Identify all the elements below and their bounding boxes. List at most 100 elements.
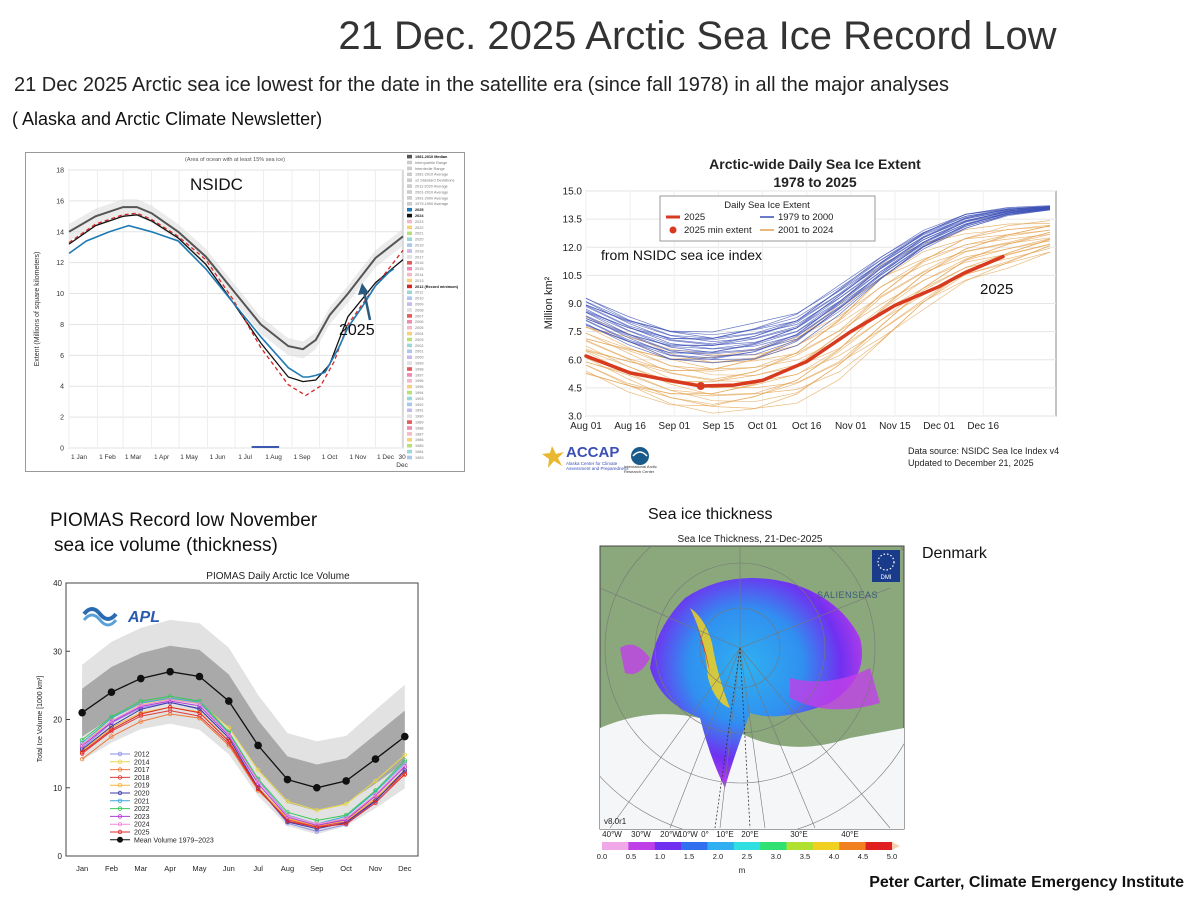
piomas-line-2025 bbox=[81, 706, 406, 828]
piomas-title: PIOMAS Daily Arctic Ice Volume bbox=[206, 571, 350, 582]
piomas-legend-item: 2022 bbox=[134, 806, 150, 813]
piomas-legend-marker bbox=[117, 829, 123, 835]
piomas-point-mean bbox=[166, 667, 174, 676]
accap-annotation-2025: 2025 bbox=[980, 281, 1013, 298]
colorbar-segment bbox=[733, 842, 761, 850]
piomas-x-tick-label: Aug bbox=[281, 864, 294, 873]
nsidc-legend-swatch bbox=[407, 207, 412, 212]
piomas-point-2025 bbox=[79, 750, 85, 755]
dmi-logo: DMI bbox=[872, 550, 900, 582]
piomas-point-2017 bbox=[79, 756, 85, 762]
accap-y-tick-label: 7.5 bbox=[568, 327, 582, 338]
piomas-x-tick-label: May bbox=[192, 864, 206, 873]
piomas-point-2024 bbox=[402, 762, 407, 767]
nsidc-legend-item: 2008 bbox=[415, 308, 423, 312]
nsidc-legend-swatch bbox=[407, 178, 412, 182]
colorbar-tick-label: 1.0 bbox=[655, 852, 665, 861]
accap-line-1979-2000 bbox=[585, 205, 1051, 333]
nsidc-legend-item: 2018 bbox=[415, 249, 423, 253]
piomas-point-2024 bbox=[79, 742, 85, 747]
nsidc-legend-swatch bbox=[407, 408, 412, 413]
nsidc-legend-swatch bbox=[407, 414, 412, 418]
piomas-point-2025 bbox=[138, 711, 143, 717]
piomas-line-mean bbox=[81, 671, 406, 789]
accap-y-label: Million km² bbox=[543, 276, 555, 329]
piomas-legend-marker bbox=[117, 782, 123, 788]
accap-legend-2025: 2025 bbox=[684, 212, 705, 223]
piomas-point-2024 bbox=[138, 702, 143, 708]
accap-logo-line1: Alaska Center for Climate bbox=[566, 461, 618, 466]
nsidc-legend: 1981-2010 Median Interquartile Range Inter… bbox=[407, 154, 459, 460]
nsidc-legend-item: 1994 bbox=[415, 391, 423, 395]
piomas-legend-marker bbox=[117, 814, 123, 819]
nsidc-legend-swatch bbox=[407, 337, 412, 342]
nsidc-legend-item: 2021 bbox=[415, 232, 423, 236]
nsidc-legend-item: 2013 bbox=[415, 279, 423, 283]
nsidc-x-tick-label: 1 Sep bbox=[293, 454, 310, 461]
accap-y-tick-label: 10.5 bbox=[563, 271, 583, 282]
map-colorbar: 0.0 0.5 1.0 1.5 2.0 2.5 3.0 3.5 4.0 4.5 5.0 bbox=[597, 842, 900, 861]
piomas-x-tick-label: Feb bbox=[105, 864, 118, 873]
piomas-legend-item: 2019 bbox=[134, 783, 150, 790]
colorbar-segment bbox=[628, 842, 656, 850]
piomas-line-2022 bbox=[81, 695, 406, 822]
accap-spaghetti bbox=[585, 205, 1051, 414]
piomas-legend-item: 2024 bbox=[134, 822, 150, 829]
nsidc-legend-item: 1986 bbox=[415, 438, 423, 442]
nsidc-range-band bbox=[69, 199, 403, 359]
piomas-point-2024 bbox=[343, 816, 349, 821]
nsidc-legend-item: Interdecile Range bbox=[415, 167, 445, 171]
nsidc-legend-item: 1987 bbox=[415, 432, 423, 436]
piomas-point-2014 bbox=[402, 752, 407, 758]
accap-source-line2: Updated to December 21, 2025 bbox=[908, 458, 1034, 468]
iarc-logo-line1: International Arctic bbox=[624, 464, 657, 469]
nsidc-legend-swatch bbox=[407, 272, 412, 277]
nsidc-legend-swatch bbox=[407, 426, 412, 430]
accap-x-tick-label: Oct 16 bbox=[792, 421, 822, 432]
piomas-point-mean bbox=[107, 688, 116, 696]
piomas-point-2014 bbox=[285, 799, 290, 804]
accap-subtitle: 1978 to 2025 bbox=[773, 174, 856, 190]
accap-line-1979-2000 bbox=[585, 206, 1051, 339]
accap-legend-title: Daily Sea Ice Extent bbox=[724, 200, 810, 211]
map-lon-label: 20°W bbox=[660, 830, 680, 839]
piomas-y-label: Total Ice Volume [1000 km³] bbox=[37, 676, 44, 762]
piomas-point-2025 bbox=[343, 821, 349, 827]
psc-logo-icon bbox=[82, 607, 118, 621]
nsidc-y-tick-label: 10 bbox=[56, 291, 64, 298]
piomas-legend-item: 2014 bbox=[134, 759, 150, 766]
nsidc-legend-item: 2003 bbox=[415, 338, 423, 342]
nsidc-legend-item: 1998 bbox=[415, 367, 423, 371]
nsidc-legend-item: ±2 Standard Deviations bbox=[415, 179, 455, 183]
nsidc-legend-item: 1989 bbox=[415, 421, 423, 425]
nsidc-legend-swatch bbox=[407, 243, 412, 247]
colorbar-tick-label: 0.0 bbox=[597, 852, 607, 861]
piomas-point-mean bbox=[283, 775, 292, 784]
nsidc-legend-swatch bbox=[407, 449, 412, 454]
nsidc-legend-swatch bbox=[407, 320, 412, 324]
nsidc-legend-swatch bbox=[407, 308, 412, 312]
piomas-legend-marker bbox=[117, 822, 123, 827]
accap-x-tick-label: Sep 01 bbox=[658, 421, 690, 432]
piomas-line-2014 bbox=[81, 698, 406, 811]
piomas-x-tick-label: Mar bbox=[134, 864, 147, 873]
piomas-y-axis: 0 10 20 30 40 bbox=[53, 579, 70, 861]
nsidc-y-tick-label: 18 bbox=[56, 168, 64, 175]
piomas-point-2022 bbox=[402, 758, 407, 763]
nsidc-legend-item: 1993 bbox=[415, 397, 423, 401]
colorbar-unit: m bbox=[739, 866, 746, 873]
nsidc-x-axis: 1 Jan 1 Feb 1 Mar 1 Apr 1 May 1 Jun 1 Jul 1 Aug… bbox=[71, 454, 409, 469]
piomas-point-2024 bbox=[167, 697, 173, 702]
piomas-point-2017 bbox=[109, 734, 114, 739]
nsidc-legend-item: 1979-1990 Average bbox=[415, 202, 448, 206]
accap-min-extent-point bbox=[696, 382, 705, 390]
nsidc-legend-swatch bbox=[407, 379, 412, 383]
nsidc-y-tick-label: 16 bbox=[56, 198, 64, 205]
accap-line-2001-2024 bbox=[585, 223, 1051, 356]
piomas-x-tick-label: Jul bbox=[253, 864, 263, 873]
colorbar-tick-label: 0.5 bbox=[626, 852, 636, 861]
accap-line-1979-2000 bbox=[585, 208, 1051, 360]
accap-line-2001-2024 bbox=[585, 245, 1051, 407]
nsidc-legend-swatch bbox=[407, 184, 412, 188]
nsidc-legend-item: 2002 bbox=[415, 344, 423, 348]
